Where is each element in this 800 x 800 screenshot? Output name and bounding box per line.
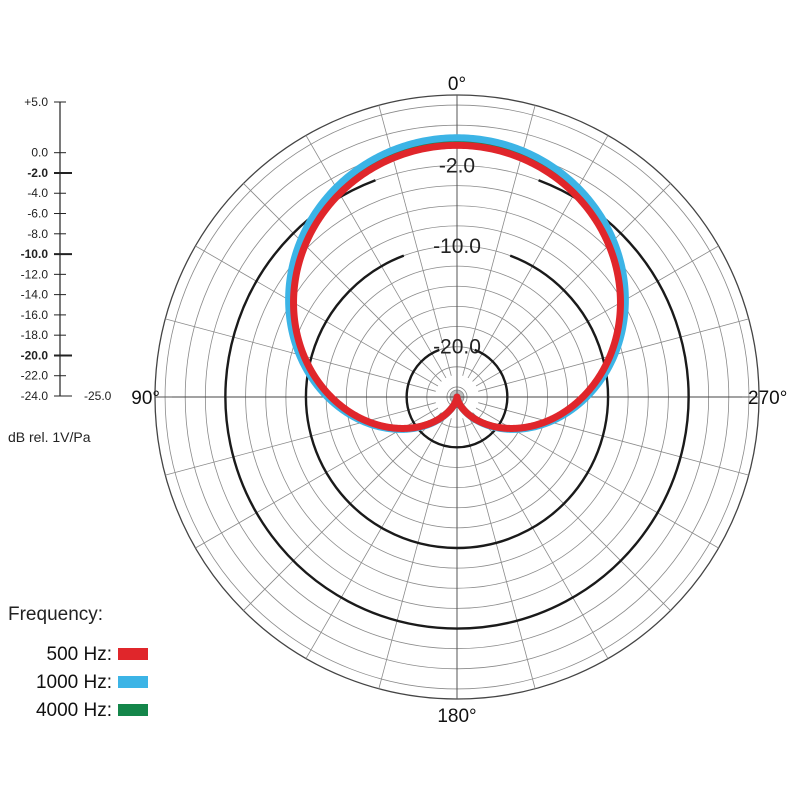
legend-swatch — [118, 676, 148, 688]
legend-swatch — [118, 648, 148, 660]
db-scale-label: -16.0 — [21, 308, 49, 322]
db-scale-label: -18.0 — [21, 328, 49, 342]
db-scale-label: -8.0 — [27, 227, 48, 241]
grid-spoke — [475, 245, 719, 387]
legend-label: 500 Hz: — [47, 644, 112, 665]
grid-spoke — [462, 418, 536, 689]
db-scale-label: -10.0 — [21, 247, 49, 261]
angle-label-0: 0° — [448, 74, 466, 95]
grid-spoke — [472, 412, 671, 611]
db-scale-label: +5.0 — [24, 95, 48, 109]
grid-spoke — [467, 135, 609, 379]
angle-labels: 0° 90° 180° 270° — [131, 74, 787, 727]
legend-label: 4000 Hz: — [36, 700, 112, 721]
db-scale-label: -12.0 — [21, 267, 49, 281]
db-scale-label: 0.0 — [31, 146, 48, 160]
highlight-ring — [304, 254, 610, 550]
ring-label: -20.0 — [433, 336, 481, 359]
legend: Frequency: 500 Hz: 1000 Hz: 4000 Hz: — [8, 604, 148, 721]
grid-spoke — [305, 415, 447, 659]
db-scale-label: -6.0 — [27, 207, 48, 221]
db-scale-label: -4.0 — [27, 186, 48, 200]
grid-spoke — [243, 183, 442, 382]
grid-spoke — [195, 245, 439, 387]
grid-spoke — [165, 402, 436, 476]
grid-spoke — [472, 183, 671, 382]
grid-spoke — [305, 135, 447, 379]
angle-label-90: 90° — [131, 388, 160, 409]
legend-swatch — [118, 704, 148, 716]
highlight-ring — [224, 179, 690, 630]
highlight-ring — [405, 348, 509, 449]
db-scale-label: -24.0 — [21, 389, 49, 403]
ring-label: -2.0 — [439, 154, 475, 177]
db-scale-label: -2.0 — [27, 166, 48, 180]
series-curve-1 — [290, 141, 624, 432]
grid-spoke — [378, 418, 452, 689]
db-unit-label: dB rel. 1V/Pa — [8, 429, 91, 445]
polar-curves — [285, 134, 629, 433]
angle-label-270: 270° — [748, 388, 787, 409]
legend-title: Frequency: — [8, 604, 103, 625]
legend-label: 1000 Hz: — [36, 672, 112, 693]
db-scale-label: -14.0 — [21, 288, 49, 302]
db-scale-label: -25.0 — [84, 389, 112, 403]
grid-spoke — [478, 402, 749, 476]
db-scale: +5.0 0.0 -2.0 -4.0 -6.0 -8.0 -10.0 -12.0 -14.0 -1… — [21, 95, 112, 403]
db-scale-label: -22.0 — [21, 369, 49, 383]
grid-spoke — [467, 415, 609, 659]
angle-label-180: 180° — [437, 706, 476, 727]
ring-label: -10.0 — [433, 235, 481, 258]
grid-spoke — [243, 412, 442, 611]
db-scale-label: -20.0 — [21, 348, 49, 362]
